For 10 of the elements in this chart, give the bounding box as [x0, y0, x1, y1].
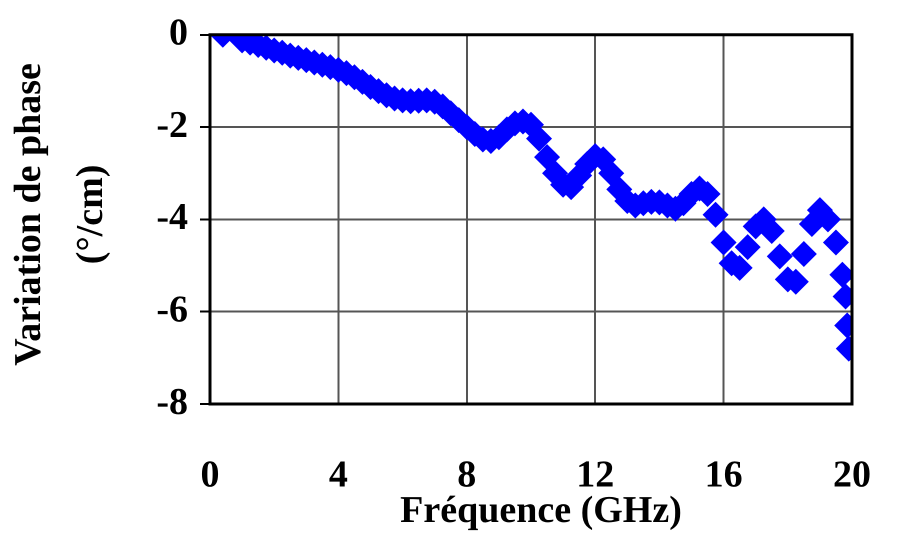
- x-tick-label: 16: [704, 454, 743, 496]
- x-tick-label: 20: [833, 454, 871, 496]
- y-axis-title: Variation de phase (°/cm): [6, 63, 111, 366]
- y-tick-label: 0: [169, 12, 188, 54]
- y-tick-label: -6: [156, 288, 188, 331]
- y-tick-label: -8: [156, 380, 188, 423]
- x-tick-label: 0: [200, 454, 220, 496]
- y-tick-label: -2: [156, 104, 188, 146]
- y-tick-label: -4: [156, 196, 188, 238]
- x-tick-label: 4: [328, 454, 348, 496]
